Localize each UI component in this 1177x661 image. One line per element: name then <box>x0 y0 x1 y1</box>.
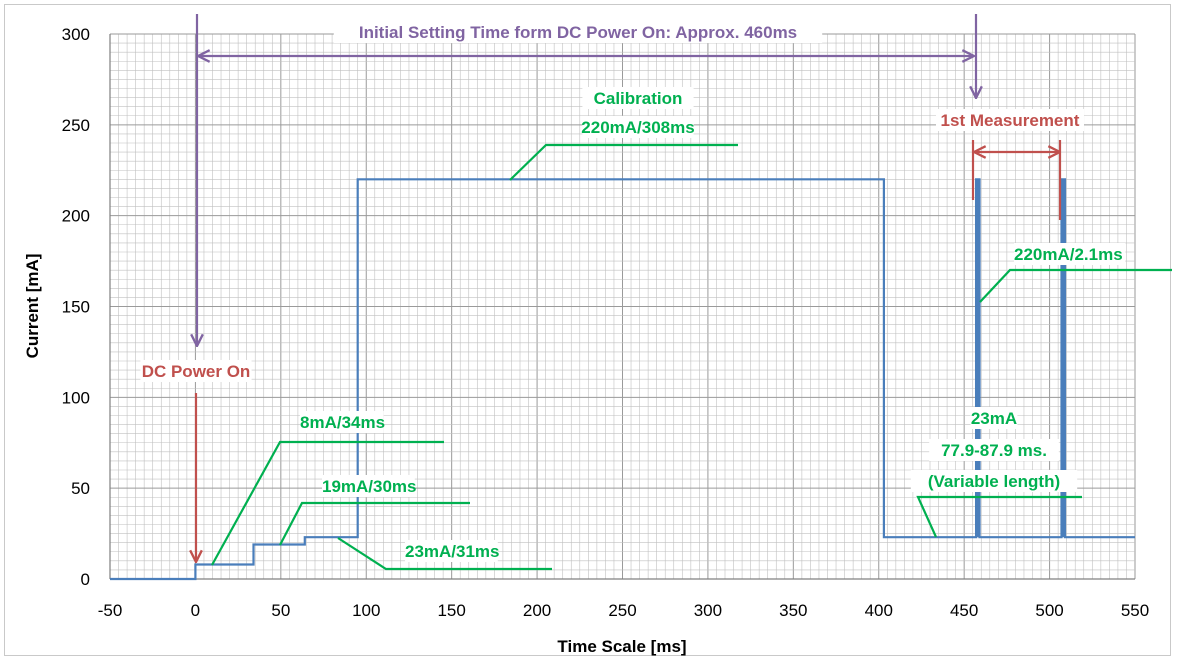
x-tick-label: 200 <box>523 601 551 620</box>
axes <box>109 34 1135 580</box>
x-tick-label: 350 <box>779 601 807 620</box>
idle-line1-bg <box>970 407 1018 429</box>
step3-label: 23mA/31ms <box>405 542 500 561</box>
first-measurement-label: 1st Measurement <box>941 111 1080 130</box>
initial-setting-label-bg <box>333 21 823 43</box>
step1-label-bg <box>300 411 384 433</box>
pulse-label: 220mA/2.1ms <box>1014 245 1123 264</box>
y-tick-label: 0 <box>81 570 90 589</box>
y-tick-label: 200 <box>62 207 90 226</box>
idle-line3: (Variable length) <box>928 472 1060 491</box>
calibration-title-bg <box>582 87 694 109</box>
x-axis-label: Time Scale [ms] <box>557 637 686 656</box>
initial-setting-label: Initial Setting Time form DC Power On: A… <box>359 23 797 42</box>
x-tick-label: 0 <box>191 601 200 620</box>
annotations: Initial Setting Time form DC Power On: A… <box>140 14 1172 571</box>
step2-label-bg <box>322 475 415 497</box>
series <box>110 178 1135 581</box>
calibration-value: 220mA/308ms <box>581 118 694 137</box>
idle-line2-bg <box>929 439 1059 461</box>
idle-line2: 77.9-87.9 ms. <box>941 441 1047 460</box>
x-tick-label: 400 <box>865 601 893 620</box>
calibration-leader <box>509 143 738 181</box>
x-tick-label: 450 <box>950 601 978 620</box>
x-tick-label: 500 <box>1035 601 1063 620</box>
dc-power-on-label-bg <box>140 360 252 382</box>
y-tick-label: 300 <box>62 25 90 44</box>
x-tick-label: 50 <box>271 601 290 620</box>
tick-labels: -50 0 50 100 150 200 250 300 350 400 450 500 550 0 50 1… <box>62 25 1150 620</box>
pulse-label-bg <box>1014 243 1126 265</box>
calibration-value-bg <box>582 116 694 138</box>
step1-leader <box>211 440 444 566</box>
first-measurement-label-bg <box>936 109 1084 131</box>
step2-leader <box>279 501 470 546</box>
idle-line1: 23mA <box>971 409 1017 428</box>
x-tick-label: 150 <box>437 601 465 620</box>
y-tick-label: 150 <box>62 298 90 317</box>
idle-leader <box>916 495 1082 538</box>
y-tick-label: 100 <box>62 388 90 407</box>
y-axis-label: Current [mA] <box>23 254 42 359</box>
x-tick-label: 300 <box>694 601 722 620</box>
measurement-pulse <box>975 179 981 538</box>
calibration-title: Calibration <box>594 89 683 108</box>
y-tick-label: 50 <box>71 479 90 498</box>
step1-label: 8mA/34ms <box>300 413 385 432</box>
y-tick-label: 250 <box>62 116 90 135</box>
x-tick-label: 100 <box>352 601 380 620</box>
x-tick-label: 250 <box>608 601 636 620</box>
idle-line3-bg <box>910 470 1078 492</box>
x-tick-label: -50 <box>98 601 123 620</box>
measurement-pulse <box>1060 179 1066 538</box>
dc-power-on-label: DC Power On <box>142 362 251 381</box>
pulse-leader <box>979 268 1172 303</box>
step2-label: 19mA/30ms <box>322 477 417 496</box>
x-tick-label: 550 <box>1121 601 1149 620</box>
step3-leader <box>337 537 552 571</box>
step3-label-bg <box>405 540 498 562</box>
